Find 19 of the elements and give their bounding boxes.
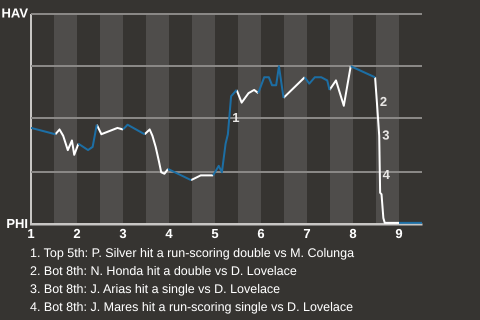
annotation: 1 xyxy=(232,110,240,125)
annotation: 4 xyxy=(382,166,391,182)
text: 4. Bot 8th: J. Mares hit a run-scoring single vs D. Lovelace xyxy=(30,299,354,316)
x-tick-label: 9 xyxy=(395,226,403,241)
x-tick-label: 2 xyxy=(73,226,81,241)
annotation: 2 xyxy=(380,94,388,110)
text: 2. Bot 8th: N. Honda hit a double vs D. Lovelace xyxy=(30,263,298,280)
x-tick-label: 6 xyxy=(257,226,265,241)
ref-line-label: HAV xyxy=(2,6,28,21)
x-tick-label: 1 xyxy=(27,226,35,241)
x-tick-label: 7 xyxy=(303,226,311,241)
x-tick-label: 3 xyxy=(119,226,127,241)
x-tick-label: 8 xyxy=(349,226,357,241)
x-tick-label: 4 xyxy=(165,226,174,241)
annotation: 3 xyxy=(382,127,390,142)
text: 1. Top 5th: P. Silver hit a run-scoring double vs M. Colunga xyxy=(30,245,354,262)
x-tick-label: 5 xyxy=(211,226,219,241)
ref-line-label: PHI xyxy=(6,216,28,231)
text: 3. Bot 8th: J. Arias hit a single vs D. Lovelace xyxy=(30,281,282,298)
